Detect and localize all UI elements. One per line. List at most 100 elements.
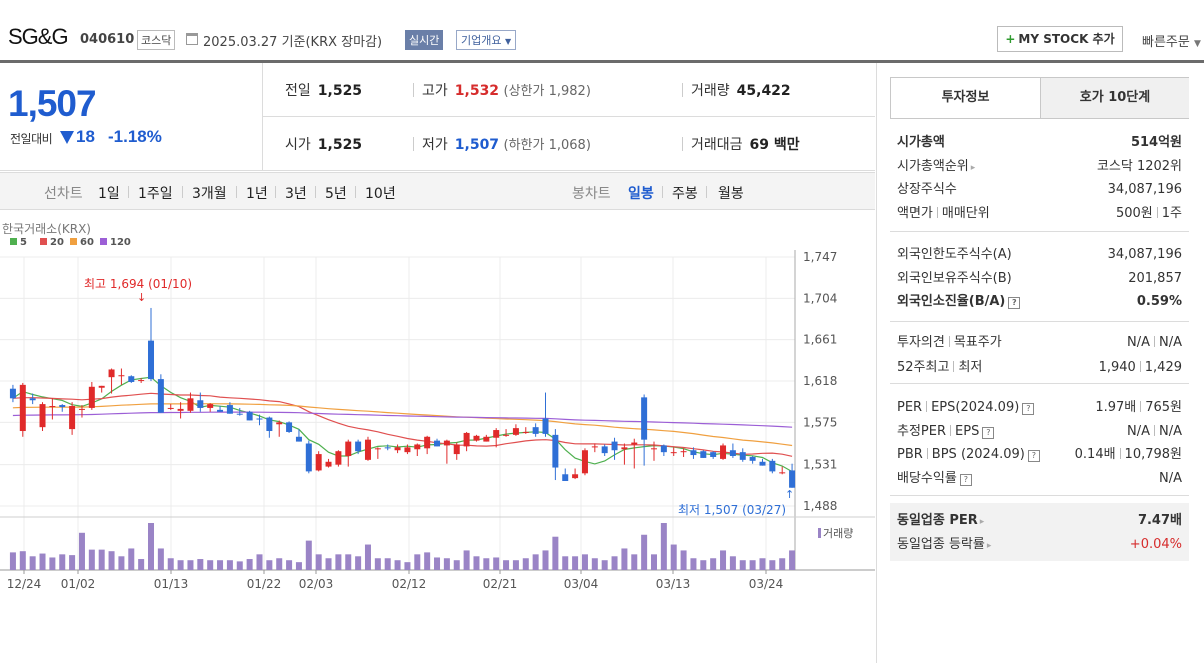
stock-name: SG&G [8,24,69,49]
candle-daily[interactable]: 일봉 [628,186,654,202]
volume-bar [789,550,796,570]
candle-body [177,408,184,411]
info-label: PER EPS(2024.09)? [897,398,1035,418]
candle-body [394,447,401,451]
volume-bar [463,550,470,570]
info-label: 외국인한도주식수(A) [897,247,1012,262]
candle-body [720,445,727,459]
candle-body [522,431,529,433]
info-value: 7.47배 [1137,513,1182,528]
company-info-label: 기업개요 [461,34,502,47]
volume-bar [236,561,243,570]
info-row[interactable]: 동일업종 PER ▸ 7.47배 [897,511,1182,531]
info-value: +0.04% [1129,537,1182,552]
candle-body [345,441,352,457]
candle-body [424,436,431,449]
volume-bar [443,558,450,570]
candle-body [453,444,460,455]
candle-body [59,405,66,407]
volume-bar [710,558,717,570]
candle-body [552,434,559,468]
help-icon[interactable]: ? [1022,403,1035,415]
candle-monthly[interactable]: 월봉 [718,186,744,202]
candle-body [98,385,105,388]
candle-body [29,398,36,401]
volume-bar [305,540,312,570]
candle-body [217,409,224,412]
help-icon[interactable]: ? [982,426,995,439]
y-tick-label: 1,575 [803,415,837,429]
candle-body [443,440,450,446]
candle-weekly[interactable]: 주봉 [672,186,698,202]
volume-bar [148,523,155,570]
x-tick-label: 03/24 [749,577,784,591]
y-tick-label: 1,704 [803,291,837,305]
volume-bar [39,553,46,570]
candle-body [276,422,283,425]
candle-body [611,441,618,451]
volume-bar [680,550,687,570]
candle-body [256,418,263,420]
volume-bar [522,558,529,570]
investment-info-panel: 투자정보 호가 10단계 시가총액 514억원 시가총액순위 ▸ 코스닥 1202위 상장… [876,63,1204,663]
info-row[interactable]: 동일업종 등락률 ▸ +0.04% [897,535,1182,555]
candle-body [483,436,490,442]
current-price: 1,507 [8,83,97,124]
period-10y[interactable]: 10년 [365,186,396,202]
candle-body [434,440,441,447]
volume-bar [128,548,135,570]
volume-bar [394,560,401,570]
volume-bar [552,536,559,570]
volume: 거래량 45,422 [682,80,791,100]
add-mystock-button[interactable]: + MY STOCK 추가 [997,26,1123,52]
candle-body [187,398,194,411]
candle-body [49,406,56,408]
volume-bar [98,549,105,570]
period-3m[interactable]: 3개월 [192,186,227,202]
info-row[interactable]: 시가총액순위 ▸ 코스닥 1202위 [897,157,1182,177]
volume-bar [295,562,302,570]
divider [262,63,263,170]
volume-bar [729,556,736,570]
volume-bar [266,560,273,570]
volume-bar [660,523,667,570]
candle-body [789,470,796,488]
candle-body [710,452,717,457]
trade-amount: 거래대금 69 백만 [682,134,800,154]
quick-order-button[interactable]: 빠른주문 ▼ [1142,31,1201,50]
divider [263,116,875,117]
info-label: 배당수익률? [897,469,972,489]
help-icon[interactable]: ? [959,473,972,486]
volume-bar [670,544,677,570]
help-icon[interactable]: ? [1008,297,1021,309]
info-row: 외국인소진율(B/A)? 0.59% [897,292,1182,312]
info-row: 액면가 매매단위 500원 1주 [897,204,1182,224]
candle-body [266,417,273,432]
tab-investment-info[interactable]: 투자정보 [891,78,1040,118]
help-icon[interactable]: ? [1027,450,1040,462]
period-1w[interactable]: 1주일 [138,186,173,202]
chevron-down-icon: ▼ [1193,39,1201,49]
legend-swatch [70,238,77,245]
info-value: 514억원 [1130,135,1182,150]
realtime-button[interactable]: 실시간 [405,30,444,50]
x-tick-label: 02/03 [299,577,334,591]
candle-body [542,418,549,434]
period-5y[interactable]: 5년 [325,186,347,202]
period-1d[interactable]: 1일 [98,186,120,202]
volume-bar [650,554,657,570]
volume-bar [108,551,115,570]
info-row: 배당수익률? N/A [897,469,1182,489]
candle-body [532,427,539,434]
info-row: 52주최고 최저 1,940 1,429 [897,358,1182,378]
period-1y[interactable]: 1년 [246,186,268,202]
legend-swatch [100,238,107,245]
volume-bar [157,548,164,570]
company-info-dropdown[interactable]: 기업개요 ▼ [456,30,517,50]
tab-order-book[interactable]: 호가 10단계 [1040,78,1189,118]
period-3y[interactable]: 3년 [285,186,307,202]
chart-period-toolbar: 선차트 1일 1주일 3개월 1년 3년 5년 10년 봉차트 일봉 주봉 월봉 [0,172,875,210]
volume-bar [197,559,204,570]
volume-label: 거래량 [823,527,853,540]
candle-body [226,405,233,414]
